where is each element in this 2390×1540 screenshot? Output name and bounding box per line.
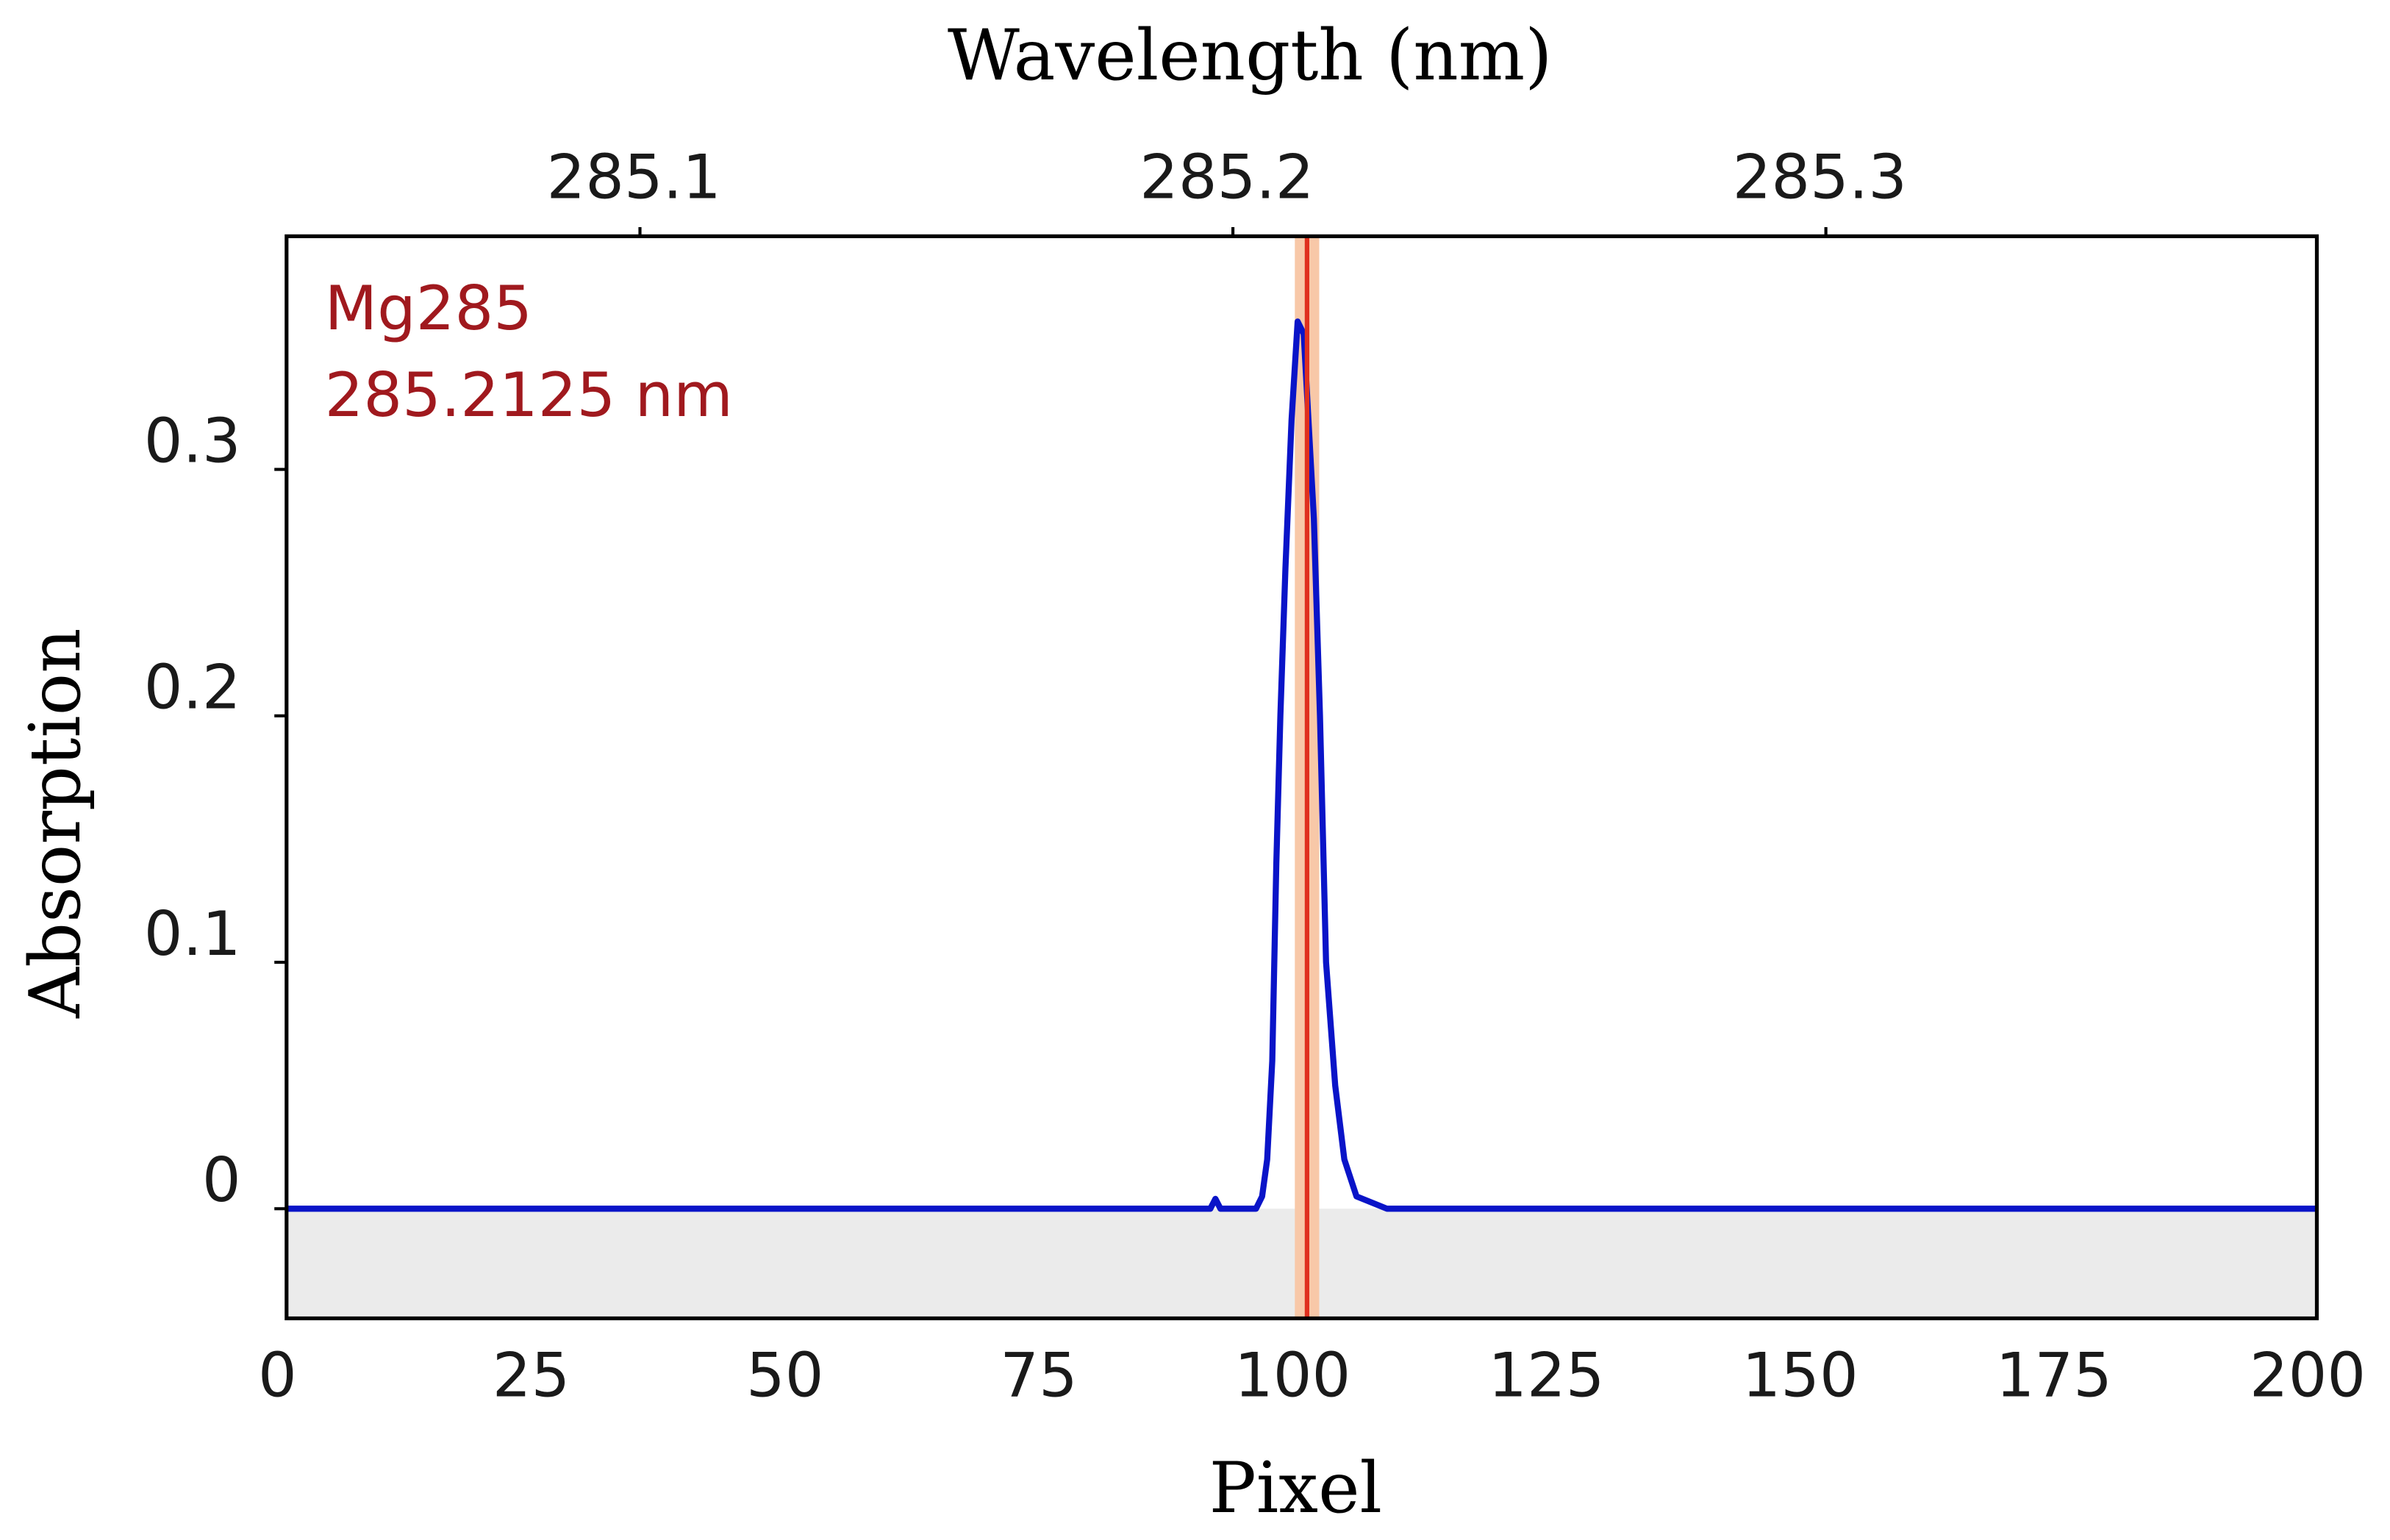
x-tick-label: 200 (2250, 1339, 2366, 1411)
series-line (286, 318, 2317, 1212)
y-axis-title: Absorption (15, 628, 96, 1019)
x2-tick-label: 285.1 (547, 142, 721, 213)
x2-axis-title: Wavelength (nm) (948, 15, 1553, 96)
y-tick-label: 0 (202, 1145, 241, 1216)
y-tick-label: 0.3 (144, 405, 241, 476)
y-tick-label: 0.1 (144, 898, 241, 970)
x-tick-label: 0 (258, 1339, 297, 1411)
x-axis-title: Pixel (1209, 1447, 1382, 1529)
x-tick-label: 125 (1488, 1339, 1604, 1411)
annotation-name: Mg285 (325, 273, 532, 344)
plot-frame (285, 234, 2319, 1321)
x-tick-label: 75 (1000, 1339, 1078, 1411)
x-tick-label: 50 (746, 1339, 824, 1411)
x-tick-label: 175 (1996, 1339, 2112, 1411)
y-tick-label: 0.2 (144, 652, 241, 723)
x-tick-label: 150 (1742, 1339, 1858, 1411)
x2-tick-label: 285.3 (1733, 142, 1907, 213)
x-tick-label: 100 (1234, 1339, 1350, 1411)
annotation-wavelength: 285.2125 nm (325, 359, 733, 431)
x2-tick-label: 285.2 (1139, 142, 1314, 213)
x-tick-label: 25 (493, 1339, 570, 1411)
